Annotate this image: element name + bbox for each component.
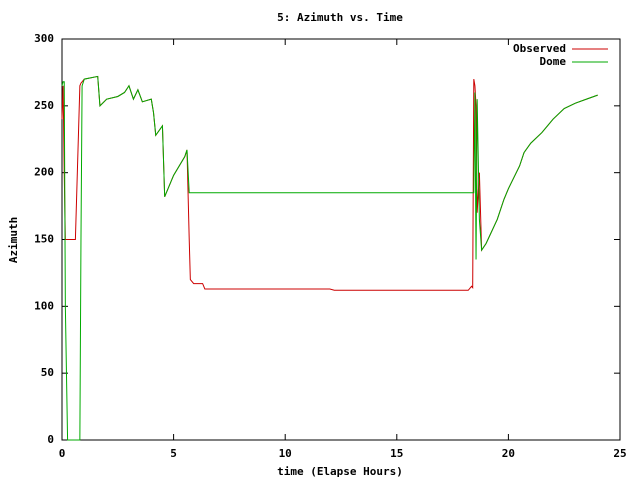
y-axis-label: Azimuth <box>7 217 20 263</box>
legend-label: Dome <box>540 55 567 68</box>
y-tick-label: 300 <box>34 32 54 45</box>
chart-title: 5: Azimuth vs. Time <box>277 11 403 24</box>
x-tick-label: 25 <box>613 447 626 460</box>
data-line <box>61 75 598 441</box>
plot-frame <box>61 38 621 441</box>
legend-label: Observed <box>513 42 566 55</box>
x-tick-label: 20 <box>502 447 515 460</box>
y-tick-label: 100 <box>34 299 54 312</box>
y-tick-label: 200 <box>34 166 54 179</box>
x-tick-label: 15 <box>390 447 403 460</box>
x-tick-label: 10 <box>279 447 292 460</box>
y-tick-label: 0 <box>47 433 54 446</box>
data-line <box>61 75 598 291</box>
y-tick-label: 250 <box>34 99 54 112</box>
x-tick-label: 5 <box>170 447 177 460</box>
y-tick-label: 150 <box>34 233 54 246</box>
x-axis-label: time (Elapse Hours) <box>277 465 403 478</box>
x-tick-label: 0 <box>59 447 66 460</box>
y-tick-label: 50 <box>41 366 54 379</box>
